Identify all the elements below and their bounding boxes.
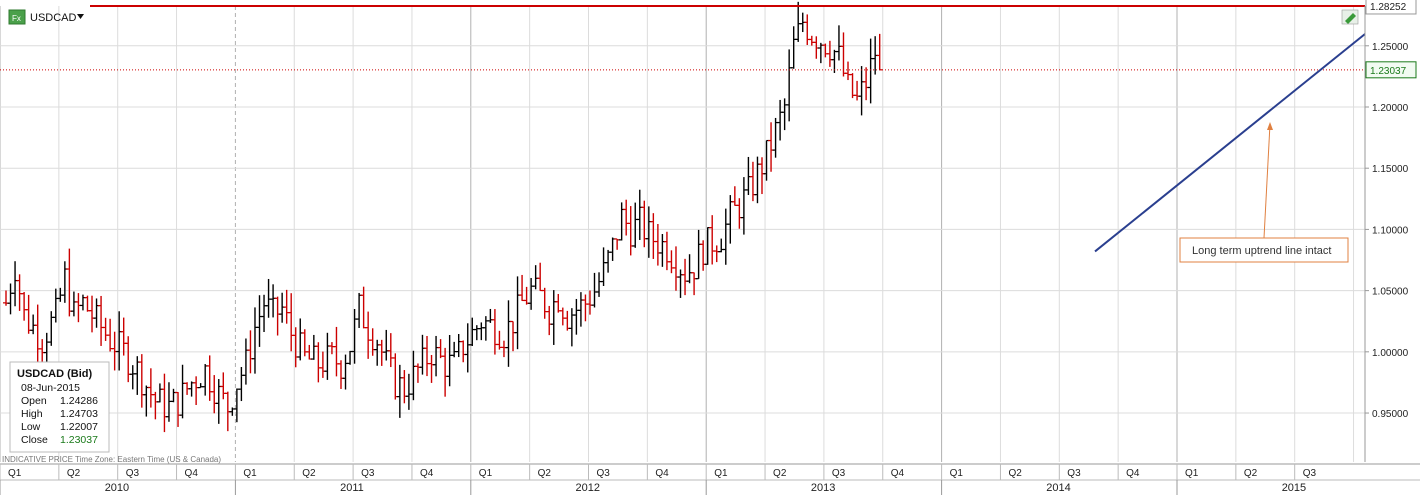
quarter-label: Q1 (8, 468, 22, 479)
y-tick-label: 0.95000 (1372, 409, 1409, 420)
grid (0, 6, 1365, 462)
quarter-label: Q3 (361, 468, 375, 479)
annotation-arrow (1263, 123, 1271, 239)
quarter-label: Q2 (302, 468, 316, 479)
year-label: 2010 (105, 482, 129, 494)
year-label: 2015 (1282, 482, 1306, 494)
info-close-value: 1.23037 (60, 434, 98, 446)
price-axis: 1.25000 1.20000 1.15000 1.10000 1.05000 1.000… (1365, 0, 1417, 420)
info-close-label: Close (21, 434, 48, 446)
quarter-label: Q2 (538, 468, 552, 479)
quarter-label: Q4 (1126, 468, 1140, 479)
quarter-label: Q2 (1008, 468, 1022, 479)
year-label: 2013 (811, 482, 835, 494)
info-open-value: 1.24286 (60, 395, 98, 407)
quarter-label: Q3 (1303, 468, 1317, 479)
symbol-label[interactable]: USDCAD (30, 12, 77, 24)
info-box-title: USDCAD (Bid) (17, 368, 92, 380)
fx-badge-icon (8, 9, 26, 25)
info-box-date: 08-Jun-2015 (21, 382, 80, 394)
quarter-label: Q4 (655, 468, 669, 479)
time-axis: Q1 Q2 Q3 Q4 Q1 Q2 Q3 Q4 Q1 Q2 Q3 Q4 Q1 Q2 Q3 Q4 Q1 Q2 Q3 Q4… (0, 463, 1420, 495)
y-tick-label: 1.05000 (1372, 287, 1409, 298)
quarter-label: Q3 (832, 468, 846, 479)
y-tick-label: 1.25000 (1372, 42, 1409, 53)
annotation: Long term uptrend line intact (1179, 237, 1349, 263)
caret-down-icon[interactable] (77, 14, 84, 19)
year-label: 2011 (340, 482, 364, 494)
quarter-label: Q2 (67, 468, 81, 479)
quarter-label: Q4 (891, 468, 905, 479)
quarter-label: Q1 (243, 468, 257, 479)
footer-note: INDICATIVE PRICE Time Zone: Eastern Time… (2, 455, 221, 464)
y-tick-label: 1.15000 (1372, 164, 1409, 175)
y-tick-label: 1.00000 (1372, 348, 1409, 359)
pencil-icon[interactable] (1341, 9, 1359, 25)
quarter-label: Q3 (1067, 468, 1081, 479)
resistance-price-label: 1.28252 (1365, 0, 1417, 15)
quarter-label: Q1 (950, 468, 964, 479)
overlays (0, 4, 1366, 253)
ohlc-bars (3, 1, 883, 433)
annotation-text: Long term uptrend line intact (1192, 245, 1331, 257)
quarter-label: Q1 (479, 468, 493, 479)
info-low-value: 1.22007 (60, 421, 98, 433)
quarter-label: Q2 (1244, 468, 1258, 479)
quarter-label: Q2 (773, 468, 787, 479)
year-label: 2014 (1046, 482, 1070, 494)
quarter-label: Q3 (597, 468, 611, 479)
quarter-label: Q1 (714, 468, 728, 479)
y-tick-label: 1.10000 (1372, 225, 1409, 236)
fx-badge-text: Fx (12, 14, 21, 23)
annotation-box (1179, 237, 1349, 263)
arrow-head-icon (1267, 122, 1273, 130)
info-low-label: Low (21, 421, 41, 433)
quarter-label: Q4 (420, 468, 434, 479)
symbol-header[interactable]: Fx USDCAD (8, 9, 84, 25)
info-high-label: High (21, 408, 43, 420)
info-box-frame (9, 361, 110, 453)
uptrend-line (1094, 33, 1366, 253)
last-price-label: 1.23037 (1365, 61, 1417, 79)
last-price-text: 1.23037 (1370, 66, 1407, 77)
quarter-label: Q3 (126, 468, 140, 479)
year-label: 2012 (576, 482, 600, 494)
info-high-value: 1.24703 (60, 408, 98, 420)
y-tick-label: 1.20000 (1372, 103, 1409, 114)
resistance-price-text: 1.28252 (1370, 2, 1407, 13)
ohlc-info-box: USDCAD (Bid) 08-Jun-2015 Open 1.24286 Hi… (9, 361, 110, 453)
info-open-label: Open (21, 395, 47, 407)
quarter-label: Q1 (1185, 468, 1199, 479)
quarter-label: Q4 (185, 468, 199, 479)
